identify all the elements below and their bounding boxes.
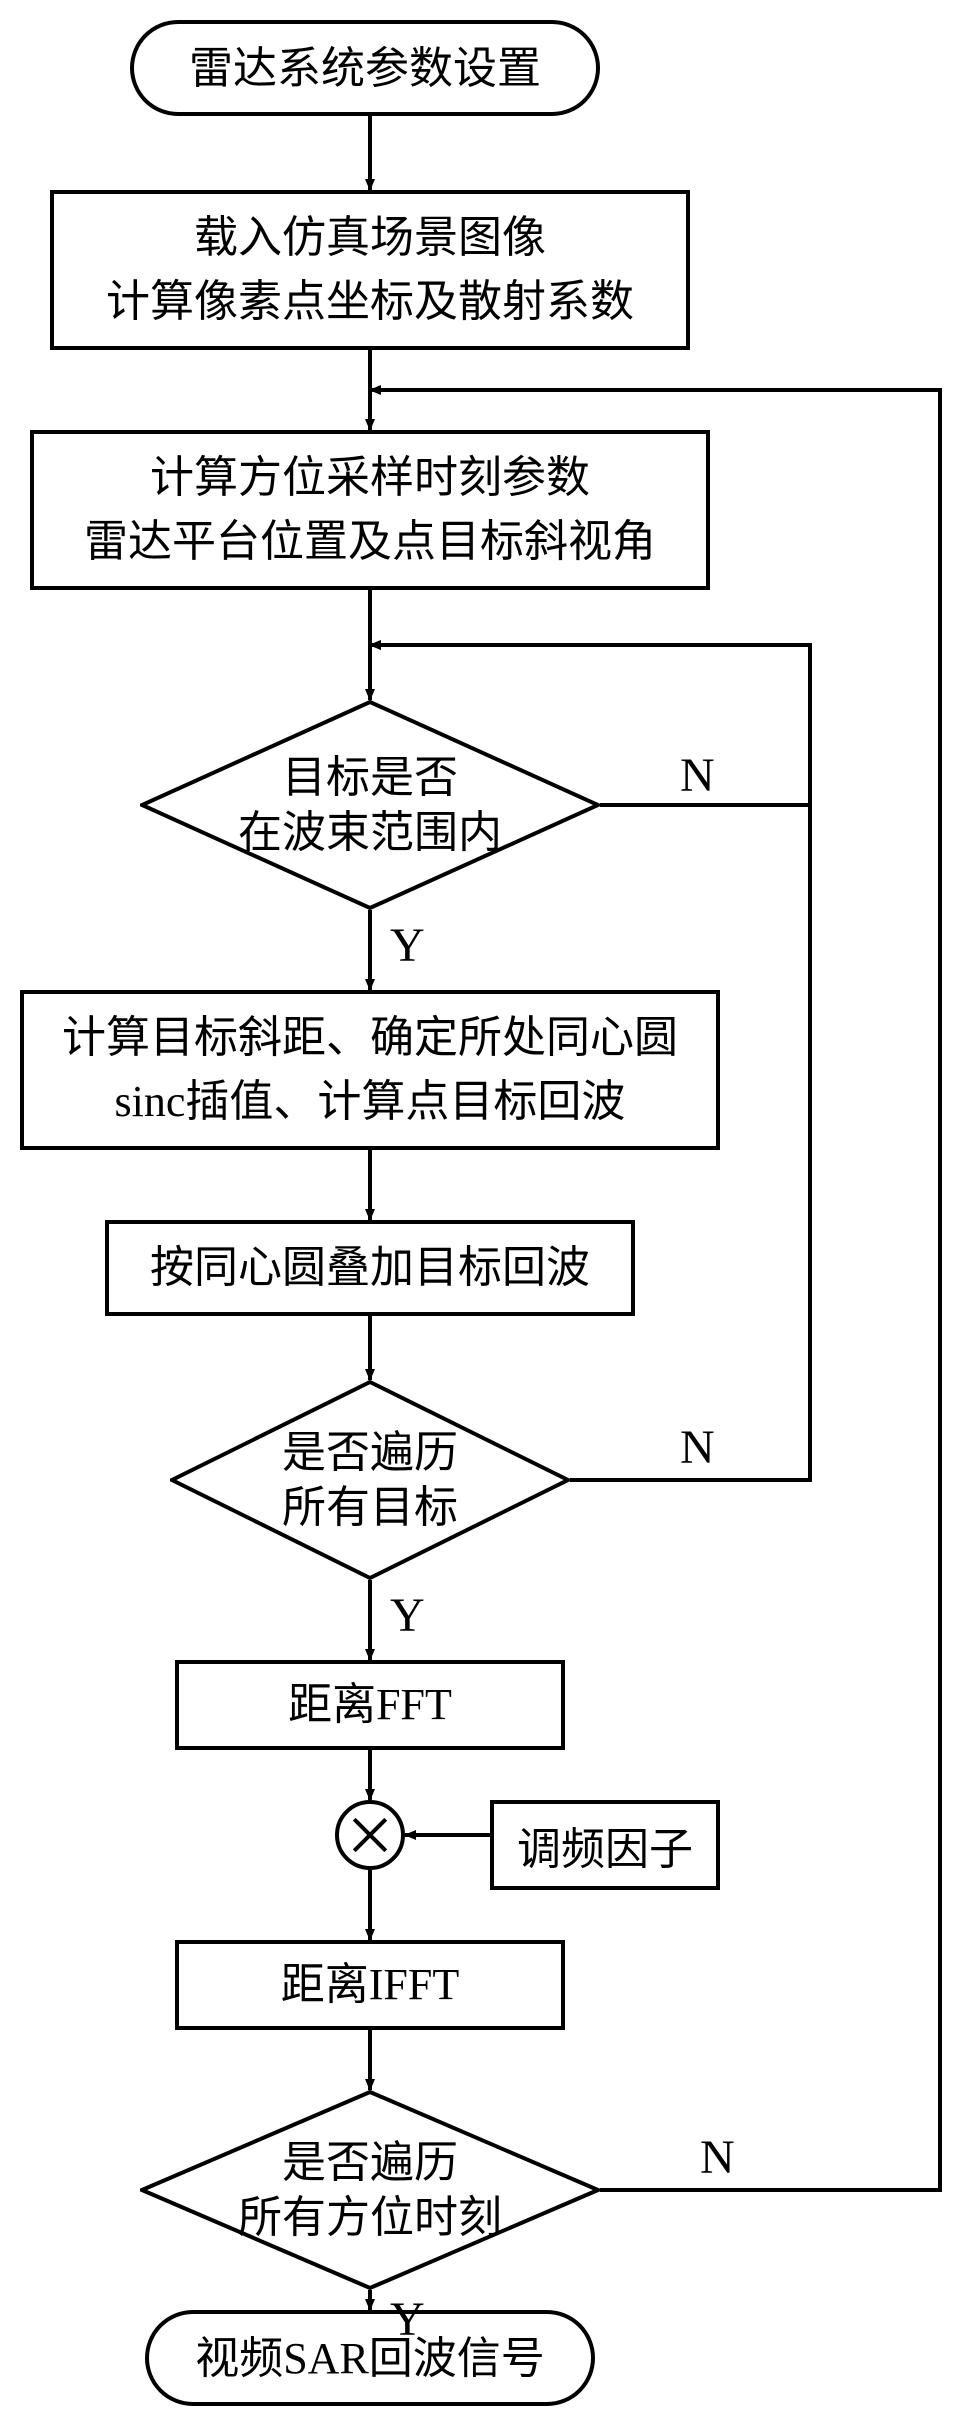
d2-line1: 是否遍历 <box>282 1425 458 1480</box>
process-calc-azimuth: 计算方位采样时刻参数 雷达平台位置及点目标斜视角 <box>30 430 710 590</box>
p3-line1: 计算目标斜距、确定所处同心圆 <box>62 1006 678 1070</box>
d2-yes-label: Y <box>390 1588 425 1643</box>
process-sum-concentric: 按同心圆叠加目标回波 <box>105 1220 635 1316</box>
flowchart-canvas: 雷达系统参数设置 载入仿真场景图像 计算像素点坐标及散射系数 计算方位采样时刻参… <box>0 0 975 2409</box>
decision-all-azimuth: 是否遍历 所有方位时刻 <box>140 2090 600 2290</box>
p5-line1: 距离FFT <box>288 1673 452 1737</box>
p4-line1: 按同心圆叠加目标回波 <box>150 1236 590 1300</box>
decision-all-targets: 是否遍历 所有目标 <box>170 1380 570 1580</box>
process-calc-slant-range: 计算目标斜距、确定所处同心圆 sinc插值、计算点目标回波 <box>20 990 720 1150</box>
multiply-node <box>335 1800 405 1870</box>
d1-line1: 目标是否 <box>282 750 458 805</box>
d2-line2: 所有目标 <box>282 1480 458 1535</box>
connectors-layer <box>0 0 975 2409</box>
process-range-fft: 距离FFT <box>175 1660 565 1750</box>
side-line1: 调频因子 <box>517 1813 693 1877</box>
d3-yes-label: Y <box>390 2292 425 2347</box>
d3-line2: 所有方位时刻 <box>238 2190 502 2245</box>
p1-line2: 计算像素点坐标及散射系数 <box>106 270 634 334</box>
process-chirp-factor: 调频因子 <box>490 1800 720 1890</box>
p1-line1: 载入仿真场景图像 <box>194 206 546 270</box>
p2-line1: 计算方位采样时刻参数 <box>150 446 590 510</box>
d1-yes-label: Y <box>390 918 425 973</box>
d3-no-label: N <box>700 2130 735 2185</box>
terminal-end-text: 视频SAR回波信号 <box>195 2331 545 2386</box>
p2-line2: 雷达平台位置及点目标斜视角 <box>84 510 656 574</box>
p6-line1: 距离IFFT <box>281 1953 459 2017</box>
d1-no-label: N <box>680 748 715 803</box>
terminal-start: 雷达系统参数设置 <box>130 20 600 116</box>
process-range-ifft: 距离IFFT <box>175 1940 565 2030</box>
d3-line1: 是否遍历 <box>282 2135 458 2190</box>
d2-no-label: N <box>680 1420 715 1475</box>
terminal-start-text: 雷达系统参数设置 <box>189 41 541 96</box>
d1-line2: 在波束范围内 <box>238 805 502 860</box>
decision-in-beam: 目标是否 在波束范围内 <box>140 700 600 910</box>
terminal-end: 视频SAR回波信号 <box>145 2310 595 2406</box>
process-load-image: 载入仿真场景图像 计算像素点坐标及散射系数 <box>50 190 690 350</box>
p3-line2: sinc插值、计算点目标回波 <box>115 1070 626 1134</box>
